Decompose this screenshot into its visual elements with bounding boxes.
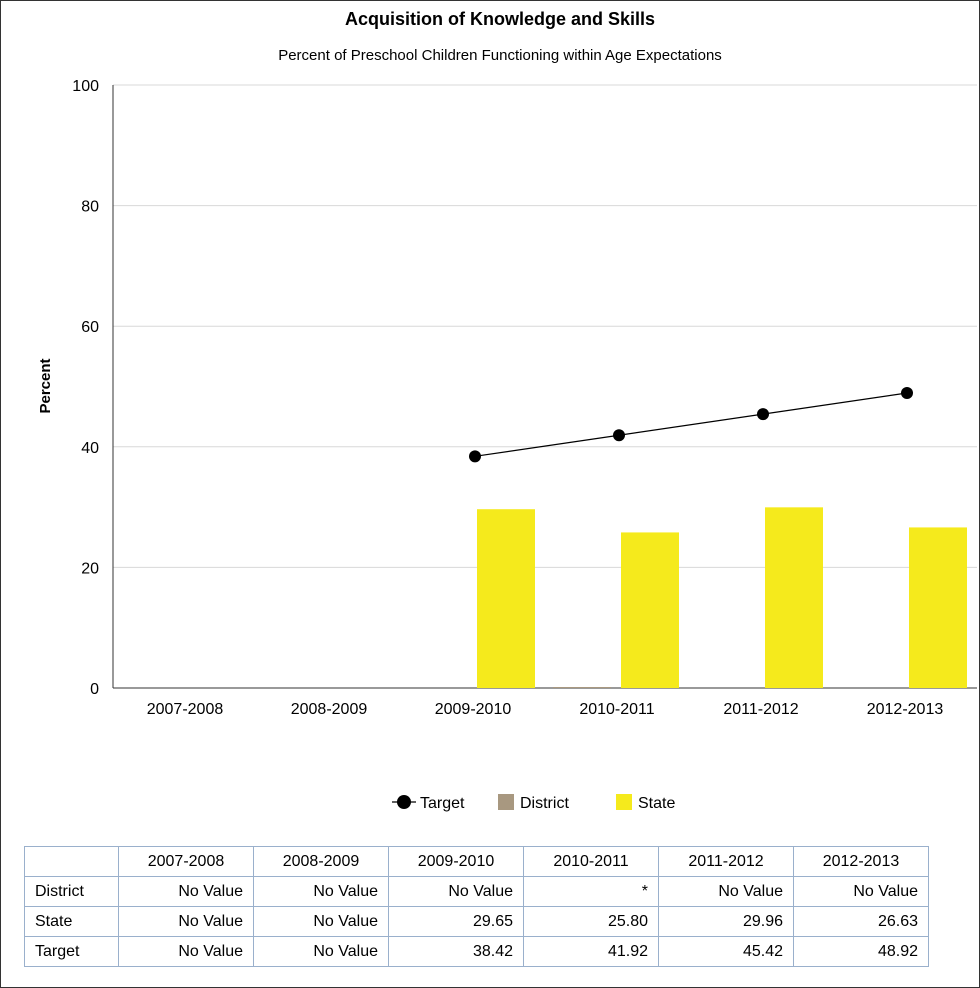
table-col-header: 2007-2008 [118, 846, 254, 877]
target-point [469, 450, 481, 463]
table-cell: 29.96 [658, 906, 794, 937]
bar-state [477, 509, 535, 688]
table-cell: No Value [793, 876, 929, 907]
chart: Acquisition of Knowledge and Skills Perc… [37, 9, 977, 812]
grid [112, 84, 977, 689]
x-tick-label: 2011-2012 [723, 701, 798, 718]
x-tick-label: 2012-2013 [867, 701, 944, 718]
table-cell: 25.80 [523, 906, 659, 937]
table-cell: No Value [118, 906, 254, 937]
target-line [469, 387, 913, 463]
table-row-label: Target [24, 936, 119, 967]
y-tick-label: 20 [81, 560, 99, 577]
table-row-label: State [24, 906, 119, 937]
target-point [757, 408, 769, 421]
legend-label: District [520, 795, 569, 812]
table-cell: * [523, 876, 659, 907]
table-cell: 26.63 [793, 906, 929, 937]
table-cell: No Value [658, 876, 794, 907]
y-tick-label: 100 [72, 78, 99, 95]
target-point [901, 387, 913, 400]
table-row-label: District [24, 876, 119, 907]
legend: Target District State [392, 794, 675, 812]
y-tick-label: 40 [81, 440, 99, 457]
table-cell: 29.65 [388, 906, 524, 937]
table-cell: 38.42 [388, 936, 524, 967]
table-col-header: 2012-2013 [793, 846, 929, 877]
bar-state [909, 527, 967, 688]
table-col-header: 2011-2012 [658, 846, 794, 877]
y-tick-label: 60 [81, 319, 99, 336]
x-tick-label: 2009-2010 [435, 701, 512, 718]
target-point [613, 429, 625, 442]
bar-district [553, 687, 611, 688]
target-line-path [474, 392, 908, 457]
x-tick-label: 2007-2008 [147, 701, 224, 718]
table-col-header: 2010-2011 [523, 846, 659, 877]
table-row: Target No Value No Value 38.42 41.92 45.… [24, 936, 929, 967]
table-cell: No Value [253, 876, 389, 907]
table-cell: 41.92 [523, 936, 659, 967]
legend-swatch-district [498, 794, 514, 810]
table-cell: No Value [118, 936, 254, 967]
table-cell: 45.42 [658, 936, 794, 967]
data-table: 2007-2008 2008-2009 2009-2010 2010-2011 … [24, 846, 929, 967]
table-cell: No Value [253, 906, 389, 937]
table-cell: No Value [118, 876, 254, 907]
y-tick-label: 80 [81, 199, 99, 216]
table-cell: 48.92 [793, 936, 929, 967]
table-row: District No Value No Value No Value * No… [24, 876, 929, 907]
table-col-header: 2008-2009 [253, 846, 389, 877]
table-corner [24, 846, 119, 877]
legend-label: State [638, 795, 675, 812]
bar-state [765, 507, 823, 688]
x-axis-ticks: 2007-2008 2008-2009 2009-2010 2010-2011 2011… [147, 701, 944, 718]
table-row: State No Value No Value 29.65 25.80 29.9… [24, 906, 929, 937]
y-tick-label: 0 [90, 681, 99, 698]
table-header-row: 2007-2008 2008-2009 2009-2010 2010-2011 … [24, 846, 929, 877]
x-tick-label: 2010-2011 [579, 701, 654, 718]
bars [477, 507, 967, 688]
chart-subtitle: Percent of Preschool Children Functionin… [278, 47, 722, 64]
table-cell: No Value [388, 876, 524, 907]
legend-swatch-state [616, 794, 632, 810]
bar-state [621, 532, 679, 688]
chart-title: Acquisition of Knowledge and Skills [345, 9, 655, 29]
table-col-header: 2009-2010 [388, 846, 524, 877]
legend-label: Target [420, 795, 465, 812]
x-tick-label: 2008-2009 [291, 701, 368, 718]
table-cell: No Value [253, 936, 389, 967]
legend-swatch-target [397, 795, 411, 809]
y-axis-label: Percent [37, 358, 54, 413]
y-axis-ticks: 0 20 40 60 80 100 [72, 78, 99, 698]
